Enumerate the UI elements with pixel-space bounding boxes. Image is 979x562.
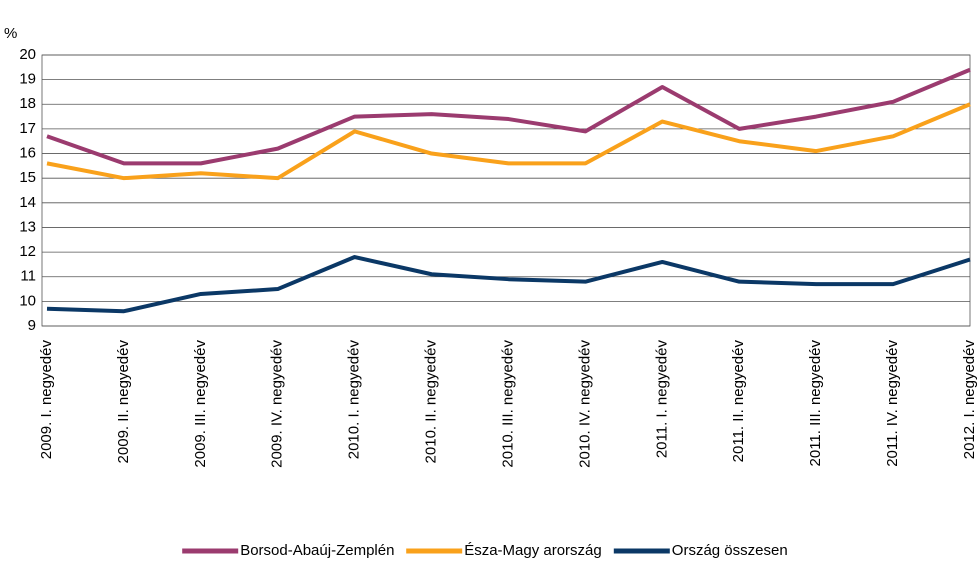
x-tick-label: 2009. II. negyedév — [115, 340, 132, 464]
series-line — [46, 102, 971, 181]
legend-label: Borsod-Abaúj-Zemplén — [240, 542, 394, 559]
x-tick-label: 2010. II. negyedév — [423, 340, 440, 464]
y-tick-label: 10 — [19, 292, 36, 309]
x-tick-label: 2011. IV. negyedév — [884, 340, 901, 467]
y-tick-label: 11 — [20, 268, 36, 285]
y-tick-label: 20 — [19, 46, 36, 63]
x-tick-label: 2011. II. negyedév — [730, 340, 747, 463]
x-tick-label: 2009. IV. negyedév — [269, 340, 286, 468]
y-tick-label: 14 — [19, 194, 36, 211]
plot-frame — [41, 54, 971, 327]
x-tick-label: 2010. I. negyedév — [346, 340, 363, 460]
x-tick-label: 2012. I. negyedév — [961, 340, 978, 460]
y-tick-label: 16 — [19, 145, 36, 162]
x-tick-label: 2009. III. negyedév — [192, 340, 209, 468]
y-tick-label: 19 — [19, 71, 36, 88]
y-tick-label: 18 — [19, 95, 36, 112]
series-line — [46, 67, 971, 166]
series-line — [46, 255, 971, 314]
legend-label: Észa-Magy arország — [464, 542, 602, 559]
legend-label: Ország összesen — [672, 542, 788, 559]
x-tick-label: 2009. I. negyedév — [38, 340, 55, 460]
x-tick-label: 2010. IV. negyedév — [576, 340, 593, 468]
x-tick-label: 2011. I. negyedév — [653, 340, 670, 459]
y-tick-label: 12 — [19, 243, 36, 260]
y-tick-label: 9 — [28, 317, 36, 334]
x-tick-label: 2011. III. negyedév — [807, 340, 824, 467]
x-tick-label: 2010. III. negyedév — [499, 340, 516, 468]
y-tick-label: 13 — [19, 218, 36, 235]
y-tick-label: 17 — [19, 120, 36, 137]
y-axis-label: % — [4, 25, 17, 42]
y-tick-label: 15 — [19, 169, 36, 186]
